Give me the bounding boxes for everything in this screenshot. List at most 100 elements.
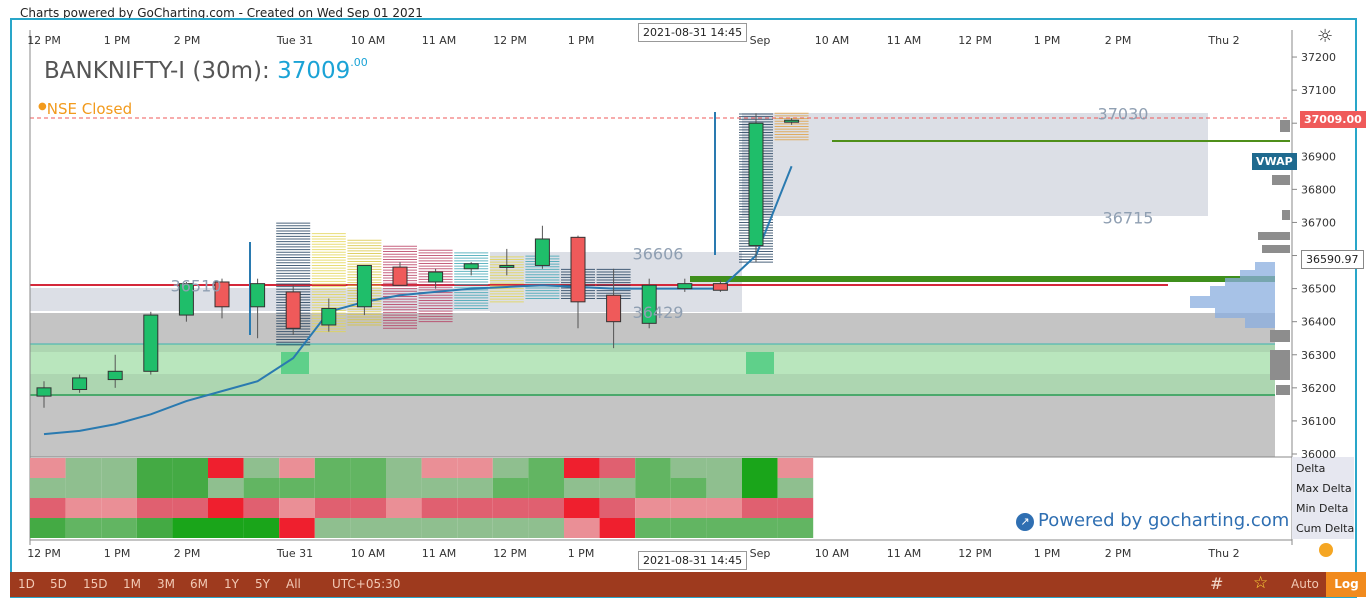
candle-body[interactable] <box>499 264 515 268</box>
candle-body[interactable] <box>428 271 444 283</box>
candle-body[interactable] <box>748 122 764 247</box>
heatmap-cell <box>599 458 636 478</box>
candle-body[interactable] <box>214 281 230 308</box>
heatmap-cell <box>136 518 173 538</box>
candle-body[interactable] <box>712 283 728 291</box>
heatmap-cell <box>172 498 208 518</box>
candle-body[interactable] <box>641 284 657 324</box>
grid-icon[interactable]: # <box>1210 574 1224 593</box>
delta-label: Delta <box>1296 462 1326 475</box>
heatmap-cell <box>279 498 315 518</box>
heatmap-cell <box>172 478 208 498</box>
vwap-label: VWAP <box>1252 153 1297 170</box>
candle-body[interactable] <box>72 377 88 390</box>
candle-body[interactable] <box>143 314 159 372</box>
heatmap-cell <box>279 518 315 538</box>
candle-body[interactable] <box>107 370 123 381</box>
candle-body[interactable] <box>606 294 622 323</box>
market-status: ●NSE Closed <box>38 100 132 118</box>
x-tick-label-top: 2 PM <box>1105 34 1132 47</box>
heatmap-cell <box>314 478 351 498</box>
heatmap-cell <box>599 518 636 538</box>
vwap-price-tag: 36590.97 <box>1301 250 1364 269</box>
candle-body[interactable] <box>356 264 372 308</box>
y-tick-label: 36700 <box>1301 216 1336 229</box>
heatmap-cell <box>492 458 529 478</box>
x-tick-label-top: 1 PM <box>568 34 595 47</box>
theme-toggle-icon[interactable]: ☼ <box>1317 26 1334 47</box>
x-tick-label: 10 AM <box>351 547 386 560</box>
heatmap-cell <box>101 458 137 478</box>
cum-delta-label: Cum Delta <box>1296 522 1355 535</box>
tf-6m[interactable]: 6M <box>190 577 208 591</box>
tf-1m[interactable]: 1M <box>123 577 141 591</box>
heatmap-cell <box>670 478 707 498</box>
candle-body[interactable] <box>178 283 194 316</box>
watermark-text: Powered by gocharting.com <box>1038 510 1290 531</box>
candle-body[interactable] <box>677 283 693 290</box>
candle-body[interactable] <box>534 238 550 266</box>
heatmap-cell <box>243 518 280 538</box>
tf-all[interactable]: All <box>286 577 301 591</box>
tf-1d[interactable]: 1D <box>18 577 35 591</box>
star-icon[interactable]: ☆ <box>1253 573 1269 593</box>
candle-body[interactable] <box>392 266 408 286</box>
delta-label-panel <box>1292 457 1354 539</box>
gocharting-logo-icon: ↗ <box>1016 513 1034 531</box>
y-tick-label: 36100 <box>1301 415 1336 428</box>
heatmap-cell <box>457 478 493 498</box>
crosshair-time-top: 2021-08-31 14:45 <box>638 23 748 42</box>
x-tick-label: 12 PM <box>493 547 527 560</box>
heatmap-cell <box>243 458 280 478</box>
heatmap-cell <box>386 498 422 518</box>
candle-body[interactable] <box>321 307 337 326</box>
x-tick-label-top: 12 PM <box>493 34 527 47</box>
last-price-tag: 37009.00 <box>1300 111 1366 128</box>
candle-body[interactable] <box>36 387 52 397</box>
heatmap-cell <box>101 498 137 518</box>
heatmap-cell <box>564 498 600 518</box>
heatmap-cell <box>65 498 102 518</box>
candle-body[interactable] <box>463 263 479 270</box>
tf-5d[interactable]: 5D <box>50 577 67 591</box>
candle-body[interactable] <box>784 119 800 123</box>
heatmap-cell <box>421 478 458 498</box>
heatmap-cell <box>421 518 458 538</box>
level-label: 36715 <box>1103 208 1154 227</box>
heatmap-cell <box>172 518 208 538</box>
candle-body[interactable] <box>250 283 266 308</box>
heatmap-cell <box>742 458 778 478</box>
level-label: 36606 <box>633 245 684 264</box>
green-level-band <box>690 276 1275 282</box>
heatmap-cell <box>742 498 778 518</box>
delta-heatmap <box>30 458 814 538</box>
tf-15d[interactable]: 15D <box>83 577 108 591</box>
watermark[interactable]: ↗ Powered by gocharting.com <box>1016 510 1289 531</box>
candle-body[interactable] <box>570 236 586 303</box>
heatmap-cell <box>208 478 244 498</box>
tf-1y[interactable]: 1Y <box>224 577 239 591</box>
candle-body[interactable] <box>285 291 301 329</box>
tf-3m[interactable]: 3M <box>157 577 175 591</box>
x-tick-label: Tue 31 <box>276 547 313 560</box>
log-scale-button[interactable]: Log <box>1326 572 1366 597</box>
bottom-toolbar: 1D 5D 15D 1M 3M 6M 1Y 5Y All UTC+05:30 #… <box>10 572 1366 597</box>
tf-5y[interactable]: 5Y <box>255 577 270 591</box>
auto-scale-button[interactable]: Auto <box>1291 577 1319 591</box>
crosshair-time-bottom: 2021-08-31 14:45 <box>638 551 748 570</box>
y-tick-label: 36300 <box>1301 349 1336 362</box>
x-tick-label: 2 PM <box>1105 547 1132 560</box>
heatmap-cell <box>528 458 564 478</box>
heatmap-cell <box>314 518 351 538</box>
candles <box>36 113 800 408</box>
heatmap-cell <box>243 498 280 518</box>
heatmap-cell <box>635 498 671 518</box>
status-indicator-icon[interactable] <box>1319 543 1333 557</box>
heatmap-cell <box>350 478 386 498</box>
chart-credit: Charts powered by GoCharting.com - Creat… <box>20 6 423 20</box>
timezone-label[interactable]: UTC+05:30 <box>332 577 401 591</box>
heatmap-cell <box>777 518 814 538</box>
heatmap-cell <box>208 458 244 478</box>
heatmap-cell <box>564 518 600 538</box>
